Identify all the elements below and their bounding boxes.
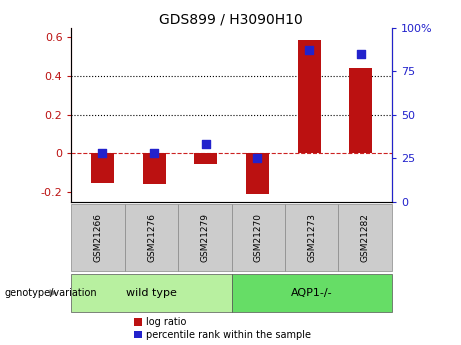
Text: AQP1-/-: AQP1-/- [291,288,332,298]
Point [357,51,365,57]
Text: GSM21266: GSM21266 [94,213,103,262]
Text: GSM21282: GSM21282 [361,213,370,262]
Point [99,150,106,156]
Point [306,48,313,53]
Text: GSM21273: GSM21273 [307,213,316,262]
Text: GDS899 / H3090H10: GDS899 / H3090H10 [159,12,302,26]
Text: GSM21279: GSM21279 [201,213,209,262]
Text: GSM21270: GSM21270 [254,213,263,262]
Bar [349,68,372,154]
Point [254,156,261,161]
Point [150,150,158,156]
Point [202,141,209,147]
Text: wild type: wild type [126,288,177,298]
Legend: log ratio, percentile rank within the sample: log ratio, percentile rank within the sa… [134,317,311,340]
Bar [142,154,166,184]
Text: genotype/variation: genotype/variation [5,288,97,298]
Bar [194,154,218,164]
Bar [91,154,114,184]
Bar [297,40,321,154]
Bar [246,154,269,194]
Text: GSM21276: GSM21276 [147,213,156,262]
